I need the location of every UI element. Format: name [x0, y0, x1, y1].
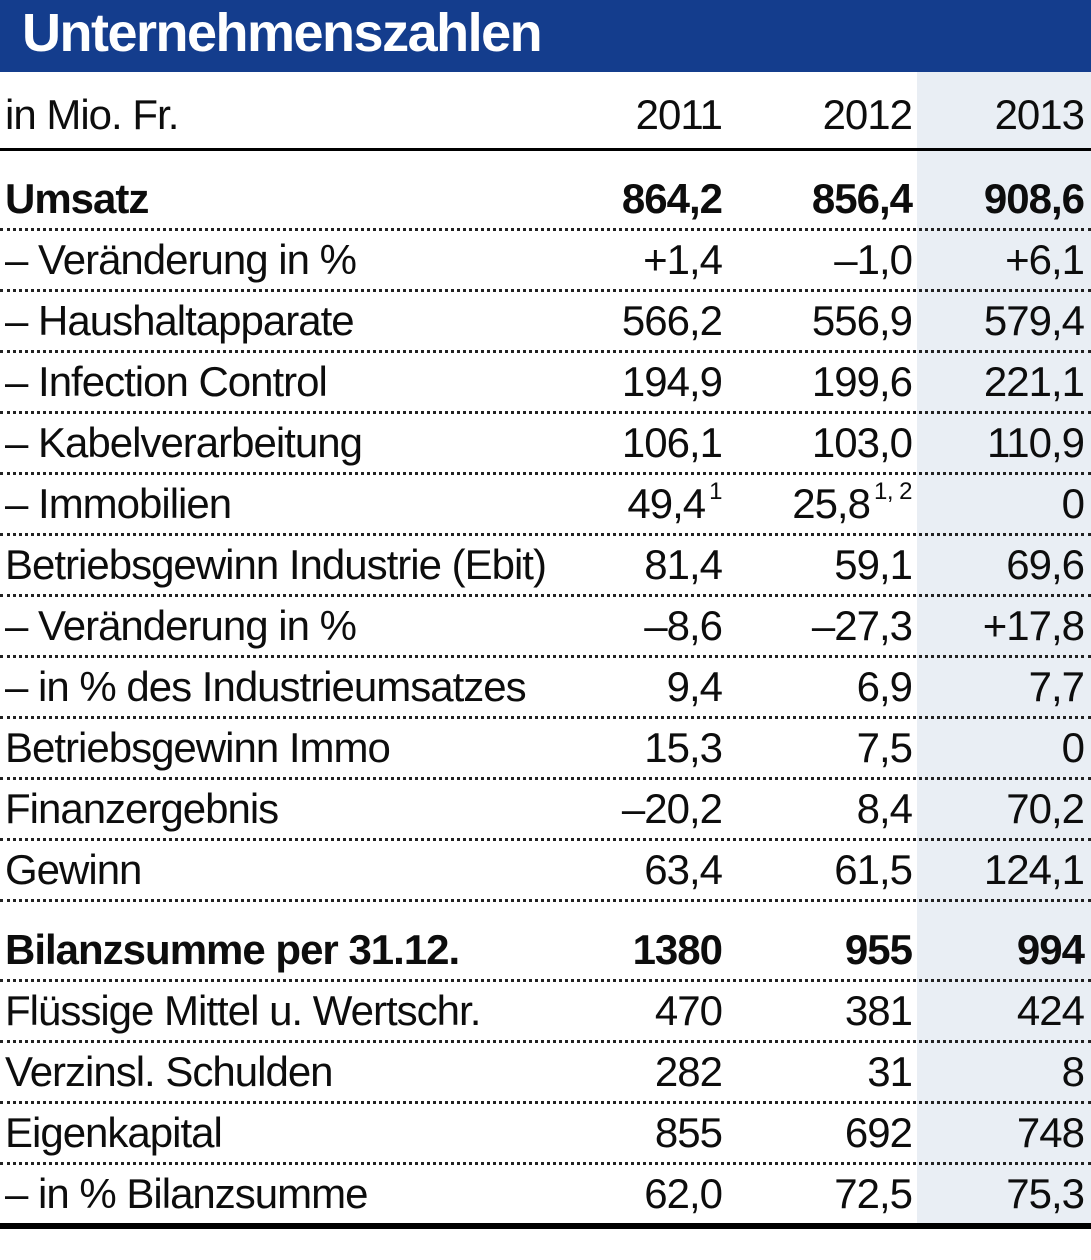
- cell-2013: 748: [1016, 1109, 1085, 1156]
- cell-2011: 566,2: [621, 297, 723, 344]
- cell-2013: 70,2: [1006, 785, 1085, 832]
- row-label: Betriebsgewinn Industrie (Ebit): [5, 541, 547, 588]
- column-2013-highlight: [917, 72, 1091, 1225]
- cell-2013: 75,3: [1006, 1170, 1085, 1217]
- row-label: – Infection Control: [5, 358, 328, 405]
- cell-value: 49,4: [627, 480, 706, 527]
- row-label: Gewinn: [5, 846, 142, 893]
- table-row-prozent-industrieumsatz: – in % des Industrieumsatzes 9,4 6,9 7,7: [0, 658, 1091, 719]
- cell-2012: 381: [844, 987, 913, 1034]
- table-row-immobilien: – Immobilien 49,4 1 25,8 1, 2 0: [0, 475, 1091, 536]
- table-row-kabelverarbeitung: – Kabelverarbeitung 106,1 103,0 110,9: [0, 414, 1091, 475]
- cell-2013: +17,8: [982, 602, 1085, 649]
- table-row-gewinn: Gewinn 63,4 61,5 124,1: [0, 841, 1091, 902]
- cell-value: 25,8: [792, 480, 871, 527]
- table-row-finanzergebnis: Finanzergebnis –20,2 8,4 70,2: [0, 780, 1091, 841]
- row-label: Eigenkapital: [5, 1109, 223, 1156]
- row-label: – Veränderung in %: [5, 236, 357, 283]
- row-label: Bilanzsumme per 31.12.: [5, 925, 460, 973]
- row-label: Finanzergebnis: [5, 785, 279, 832]
- cell-2012: 7,5: [856, 724, 913, 771]
- row-label: Verzinsl. Schulden: [5, 1048, 334, 1095]
- row-label: – Haushaltapparate: [5, 297, 355, 344]
- cell-2012: 103,0: [811, 419, 913, 466]
- cell-2011: 1380: [632, 925, 723, 973]
- cell-2013: 110,9: [987, 419, 1085, 466]
- cell-2012: –27,3: [811, 602, 913, 649]
- cell-2011: 282: [654, 1048, 723, 1095]
- table-row-prozent-bilanzsumme: – in % Bilanzsumme 62,0 72,5 75,3: [0, 1165, 1091, 1229]
- cell-2012: 25,8 1, 2: [729, 478, 919, 528]
- cell-2013: 994: [1016, 925, 1085, 973]
- row-label: Flüssige Mittel u. Wertschr.: [5, 987, 481, 1034]
- row-label: – Immobilien: [5, 480, 232, 527]
- table-row-betriebsgewinn-industrie: Betriebsgewinn Industrie (Ebit) 81,4 59,…: [0, 536, 1091, 597]
- cell-2013: 7,7: [1028, 663, 1085, 710]
- figures-table: in Mio. Fr. 2011 2012 2013 Umsatz 864,2 …: [0, 72, 1091, 1229]
- column-header-2013: 2013: [994, 91, 1085, 138]
- cell-2012: 692: [844, 1109, 913, 1156]
- cell-2012: 31: [867, 1048, 913, 1095]
- footnote-marker: 1: [709, 478, 722, 505]
- cell-2013: 579,4: [983, 297, 1085, 344]
- cell-2011: 15,3: [644, 724, 723, 771]
- cell-2011: 9,4: [666, 663, 723, 710]
- cell-2013: 221,1: [983, 358, 1085, 405]
- cell-2011: 81,4: [644, 541, 723, 588]
- table-row-umsatz: Umsatz 864,2 856,4 908,6: [0, 151, 1091, 231]
- row-label: – Veränderung in %: [5, 602, 357, 649]
- cell-2012: –1,0: [834, 236, 913, 283]
- cell-2012: 556,9: [811, 297, 913, 344]
- row-label: Betriebsgewinn Immo: [5, 724, 391, 771]
- cell-2013: 8: [1061, 1048, 1085, 1095]
- cell-2013: 0: [1061, 724, 1085, 771]
- cell-2011: 855: [654, 1109, 723, 1156]
- row-label: Umsatz: [5, 174, 149, 222]
- cell-2013: 424: [1016, 987, 1085, 1034]
- cell-2013: 0: [1061, 480, 1085, 527]
- row-label: – Kabelverarbeitung: [5, 419, 363, 466]
- table-header-row: in Mio. Fr. 2011 2012 2013: [0, 72, 1091, 151]
- cell-2012: 8,4: [856, 785, 913, 832]
- cell-2011: 106,1: [621, 419, 723, 466]
- cell-2011: 62,0: [644, 1170, 723, 1217]
- table-row-veraenderung-ebit: – Veränderung in % –8,6 –27,3 +17,8: [0, 597, 1091, 658]
- cell-2012: 955: [844, 925, 913, 973]
- cell-2012: 856,4: [811, 174, 913, 222]
- cell-2012: 199,6: [811, 358, 913, 405]
- cell-2013: 124,1: [983, 846, 1085, 893]
- table-row-fluessige-mittel: Flüssige Mittel u. Wertschr. 470 381 424: [0, 982, 1091, 1043]
- footnote-marker: 1, 2: [873, 478, 913, 505]
- column-header-2012: 2012: [822, 91, 913, 138]
- row-label: – in % Bilanzsumme: [5, 1170, 368, 1217]
- row-label: – in % des Industrieumsatzes: [5, 663, 527, 710]
- table-row-betriebsgewinn-immo: Betriebsgewinn Immo 15,3 7,5 0: [0, 719, 1091, 780]
- table-row-verzinsl-schulden: Verzinsl. Schulden 282 31 8: [0, 1043, 1091, 1104]
- unit-label: in Mio. Fr.: [5, 91, 179, 138]
- cell-2011: –8,6: [644, 602, 723, 649]
- column-header-2011: 2011: [635, 91, 723, 138]
- cell-2011: 49,4 1: [549, 478, 729, 528]
- cell-2011: –20,2: [621, 785, 723, 832]
- table-row-veraenderung-umsatz: – Veränderung in % +1,4 –1,0 +6,1: [0, 231, 1091, 292]
- table-row-bilanzsumme: Bilanzsumme per 31.12. 1380 955 994: [0, 902, 1091, 982]
- cell-2012: 59,1: [834, 541, 913, 588]
- cell-2012: 61,5: [834, 846, 913, 893]
- cell-2011: 63,4: [644, 846, 723, 893]
- cell-2013: +6,1: [1005, 236, 1085, 283]
- cell-2011: 864,2: [621, 174, 723, 222]
- cell-2013: 908,6: [983, 174, 1085, 222]
- cell-2013: 69,6: [1006, 541, 1085, 588]
- cell-2012: 72,5: [834, 1170, 913, 1217]
- title-bar: Unternehmenszahlen: [0, 0, 1091, 72]
- cell-2011: 194,9: [621, 358, 723, 405]
- cell-2011: 470: [654, 987, 723, 1034]
- table-row-haushaltapparate: – Haushaltapparate 566,2 556,9 579,4: [0, 292, 1091, 353]
- table-row-infection-control: – Infection Control 194,9 199,6 221,1: [0, 353, 1091, 414]
- cell-2011: +1,4: [643, 236, 723, 283]
- cell-2012: 6,9: [856, 663, 913, 710]
- page-title: Unternehmenszahlen: [22, 3, 543, 63]
- table-row-eigenkapital: Eigenkapital 855 692 748: [0, 1104, 1091, 1165]
